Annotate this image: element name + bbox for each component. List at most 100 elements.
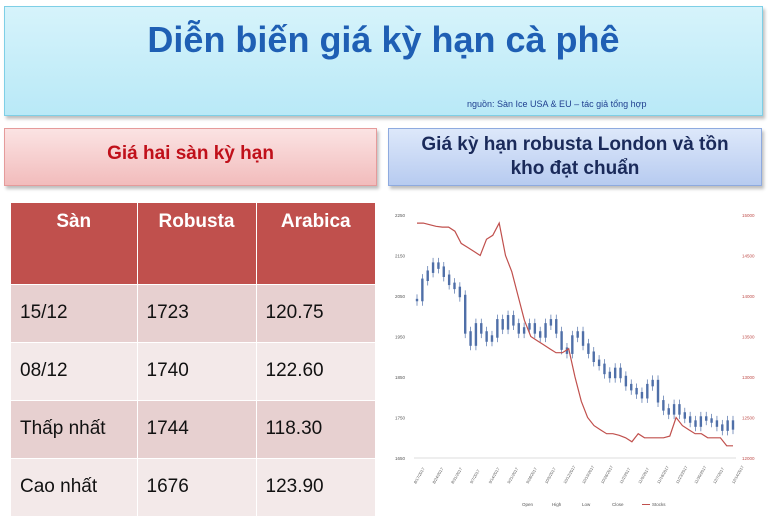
price-candle: [678, 404, 681, 415]
x-tick-label: 8/31/2017: [450, 466, 464, 485]
legend-label: Stocks: [652, 502, 666, 507]
price-candle: [694, 420, 697, 427]
table-cell: 1744: [137, 399, 257, 458]
left-tick-label: 2050: [395, 294, 406, 299]
x-tick-label: 9/21/2017: [506, 466, 520, 485]
right-tick-label: 12000: [742, 456, 755, 461]
price-candle: [688, 416, 692, 423]
price-candle: [635, 387, 638, 395]
price-candle: [710, 418, 713, 423]
price-table: Sàn Robusta Arabica 15/12 1723 120.75 08…: [11, 203, 375, 516]
x-tick-label: 10/26/2017: [600, 464, 615, 485]
price-candle: [699, 416, 703, 427]
price-candle: [544, 323, 547, 338]
price-candle: [571, 335, 574, 354]
x-tick-label: 9/7/2017: [469, 468, 482, 485]
x-tick-label: 11/9/2017: [637, 466, 650, 484]
left-tick-label: 1650: [395, 456, 406, 461]
price-candle: [512, 315, 515, 326]
x-tick-label: 11/2/2017: [618, 466, 631, 484]
price-candle: [597, 359, 601, 367]
table-header-row: Sàn Robusta Arabica: [11, 203, 375, 284]
price-candle: [421, 278, 424, 302]
left-tick-label: 2250: [395, 213, 406, 218]
column-header: Arabica: [256, 203, 375, 284]
left-tick-label: 1950: [395, 335, 406, 340]
price-candle: [447, 274, 451, 286]
column-header: Sàn: [11, 203, 138, 284]
price-candle: [715, 420, 719, 427]
table-cell: 15/12: [11, 283, 138, 342]
price-candle: [549, 319, 553, 326]
x-tick-label: 10/19/2017: [581, 464, 596, 485]
x-tick-label: 9/28/2017: [525, 466, 539, 485]
price-candle: [522, 327, 526, 334]
price-candle: [469, 331, 472, 346]
x-tick-label: 9/14/2017: [487, 466, 501, 485]
price-candle: [485, 331, 488, 342]
price-candle: [630, 383, 633, 391]
table-cell: 118.30: [256, 399, 375, 458]
price-candle: [458, 286, 462, 298]
chart-subtitle-line1: Giá kỳ hạn robusta London và tồn: [421, 134, 729, 155]
x-tick-label: 10/12/2017: [562, 464, 577, 485]
price-candle: [662, 400, 665, 411]
right-tick-label: 15000: [742, 213, 755, 218]
left-tick-label: 1850: [395, 375, 406, 380]
table-cell: Thấp nhất: [11, 399, 138, 458]
price-candle: [560, 331, 563, 350]
page-title: Diễn biến giá kỳ hạn cà phê: [147, 19, 620, 60]
table-cell: 122.60: [256, 341, 375, 400]
price-candle: [555, 319, 558, 334]
price-candle: [528, 323, 531, 330]
table-cell: 1723: [137, 283, 257, 342]
price-candle: [538, 331, 542, 338]
price-candle: [474, 323, 478, 346]
source-note: nguồn: Sàn Ice USA & EU – tác giả tổng h…: [467, 99, 647, 109]
price-candle: [705, 416, 708, 421]
x-tick-label: 12/14/2017: [731, 464, 746, 485]
price-candle: [587, 343, 590, 354]
title-banner: Diễn biến giá kỳ hạn cà phê nguồn: Sàn I…: [4, 6, 763, 116]
price-candle: [576, 331, 579, 338]
right-tick-label: 13000: [742, 375, 755, 380]
price-candle: [619, 367, 622, 379]
right-tick-label: 13500: [742, 335, 755, 340]
price-candle: [415, 298, 419, 302]
price-candle: [426, 270, 429, 282]
price-candle: [592, 351, 595, 363]
price-candle: [656, 379, 660, 403]
price-candle: [490, 335, 494, 342]
stocks-line: [417, 221, 733, 447]
robusta-chart: 2250 2150 2050 1950 1850 1750 1650 15000 14500 14…: [384, 200, 768, 519]
x-tick-label: 8/24/2017: [431, 466, 445, 485]
x-tick-label: 11/30/2017: [693, 464, 708, 484]
table-cell: 08/12: [11, 341, 138, 400]
legend-label: Open: [522, 502, 534, 507]
price-candle: [453, 282, 456, 290]
legend-label: Low: [582, 502, 591, 507]
price-candle: [565, 347, 569, 354]
column-header: Robusta: [137, 203, 257, 284]
price-candle: [442, 266, 445, 277]
x-tick-label: 8/17/2017: [413, 466, 427, 485]
price-candle: [437, 262, 440, 269]
price-candle: [646, 383, 649, 399]
left-tick-label: 1750: [395, 416, 406, 421]
price-candle: [480, 323, 483, 334]
price-candle: [581, 331, 585, 346]
x-tick-label: 12/7/2017: [712, 466, 726, 485]
price-candle: [624, 375, 628, 387]
legend-label: High: [552, 502, 562, 507]
price-candle: [613, 367, 617, 379]
price-candle: [667, 408, 670, 415]
price-candle: [517, 323, 520, 334]
price-candle: [726, 420, 729, 431]
price-candle: [506, 315, 510, 330]
x-tick-label: 11/23/2017: [674, 464, 689, 484]
price-candle: [651, 379, 654, 387]
chart-subtitle-line2: kho đạt chuẩn: [510, 158, 640, 179]
price-candle: [464, 294, 467, 334]
right-tick-label: 14000: [742, 294, 755, 299]
price-candle: [431, 262, 435, 273]
